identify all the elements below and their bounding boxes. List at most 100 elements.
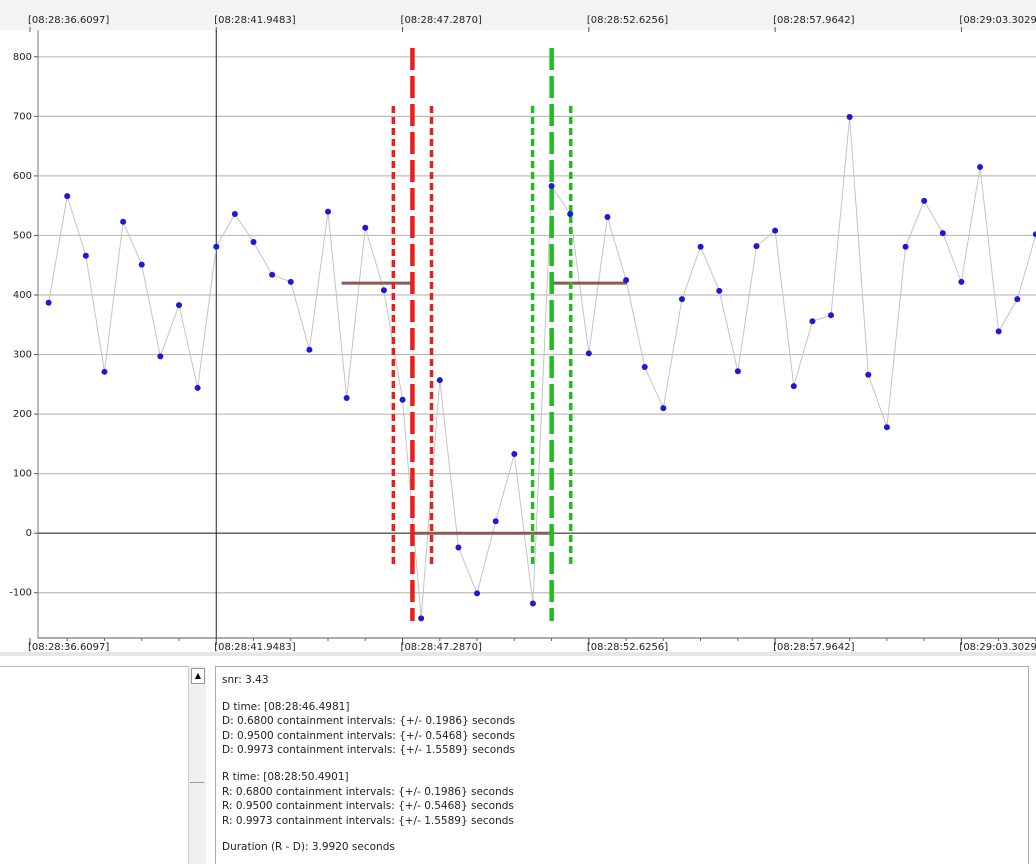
data-point [213,243,220,250]
data-point [436,377,443,384]
info-line: Duration (R - D): 3.9920 seconds [222,841,395,854]
x-tick-label-top: [08:28:41.9483] [214,15,295,26]
data-point [529,600,536,607]
data-point [1014,296,1021,303]
data-point [492,518,499,525]
plot-layer [45,48,1036,622]
data-point [865,371,872,378]
x-tick-label-top: [08:28:57.9642] [773,15,854,26]
x-tick-label-bottom: [08:28:36.6097] [28,642,109,653]
data-point [64,193,71,200]
x-tick-label-top: [08:28:47.2870] [401,15,482,26]
info-panel: snr: 3.43 D time: [08:28:46.4981] D: 0.680… [215,666,1029,864]
data-point [250,238,257,245]
data-point [1032,231,1036,238]
info-line: D: 0.9973 containment intervals: {+/- 1.… [222,744,516,757]
data-point [380,287,387,294]
data-point [623,277,630,284]
data-point [45,299,52,306]
data-point [883,424,890,431]
y-tick-label: 200 [13,409,32,420]
data-point [846,113,853,120]
data-point [921,197,928,204]
data-point [585,350,592,357]
data-point [697,243,704,250]
info-line: D: 0.6800 containment intervals: {+/- 0.… [222,715,516,728]
info-line: D time: [08:28:46.4981] [222,700,350,713]
data-point [809,318,816,325]
y-tick-label: 800 [13,52,32,63]
info-line: R: 0.9500 containment intervals: {+/- 0.… [222,800,514,813]
data-point [567,211,574,218]
data-point [772,227,779,234]
info-line: R: 0.9973 containment intervals: {+/- 1.… [222,814,514,827]
data-point [418,615,425,622]
scrollbar[interactable]: ▲ [188,666,206,864]
splitter [0,652,1036,656]
x-tick-label-bottom: [08:28:57.9642] [773,642,854,653]
data-point [902,243,909,250]
data-point [306,346,313,353]
data-point [269,271,276,278]
data-point [157,353,164,360]
data-point [343,395,350,402]
data-point [82,252,89,259]
data-point [455,544,462,551]
data-point [678,296,685,303]
spacer [222,688,1028,700]
data-point [641,364,648,371]
plot-area [38,30,1036,638]
data-point [399,396,406,403]
data-point [548,183,555,190]
x-tick-label-top: [08:28:36.6097] [28,15,109,26]
y-tick-label: 600 [13,171,32,182]
x-tick-label-bottom: [08:29:03.3029] [959,642,1036,653]
scroll-up[interactable]: ▲ [191,668,205,684]
data-point [660,405,667,412]
bottom-area: ▲ snr: 3.43 D time: [08:28:46.4981] D: 0.6… [0,656,1036,864]
info-line: R: 0.6800 containment intervals: {+/- 0.… [222,785,514,798]
info-line: D: 0.9500 containment intervals: {+/- 0.… [222,729,516,742]
data-point [120,218,127,225]
x-tick-label-bottom: [08:28:52.6256] [587,642,668,653]
y-tick-label: 100 [13,469,32,480]
data-point [194,384,201,391]
data-point [604,213,611,220]
x-tick-label-top: [08:29:03.3029] [959,15,1036,26]
x-tick-label-bottom: [08:28:47.2870] [401,642,482,653]
data-point [287,278,294,285]
data-point [790,383,797,390]
data-point [753,243,760,250]
data-point [175,302,182,309]
spacer [222,758,1028,770]
y-tick-label: 300 [13,350,32,361]
x-tick-label-bottom: [08:28:41.9483] [214,642,295,653]
data-point [716,287,723,294]
data-point [511,450,518,457]
y-tick-label: 700 [13,111,32,122]
info-line: snr: 3.43 [222,674,269,686]
info-line: R time: [08:28:50.4901] [222,770,349,783]
x-tick-label-top: [08:28:52.6256] [587,15,668,26]
chart: -100 0 100 200 300 400 500 600 700 800 [08:28:36.6… [0,0,1036,656]
scroll-mark [190,782,204,783]
data-point [231,211,238,218]
data-point [325,208,332,215]
data-point [995,328,1002,335]
top-strip [0,0,1036,30]
data-point [828,312,835,319]
y-tick-label: 400 [13,290,32,301]
data-point [977,163,984,170]
data-point [101,368,108,375]
data-point [958,278,965,285]
y-tick-label: -100 [9,588,32,599]
y-tick-label: 0 [26,528,32,539]
series-line [48,116,1036,619]
y-tick-label: 500 [13,230,32,241]
data-point [939,230,946,237]
spacer [222,828,1028,840]
data-point [474,590,481,597]
data-point [138,261,145,268]
data-point [734,368,741,375]
